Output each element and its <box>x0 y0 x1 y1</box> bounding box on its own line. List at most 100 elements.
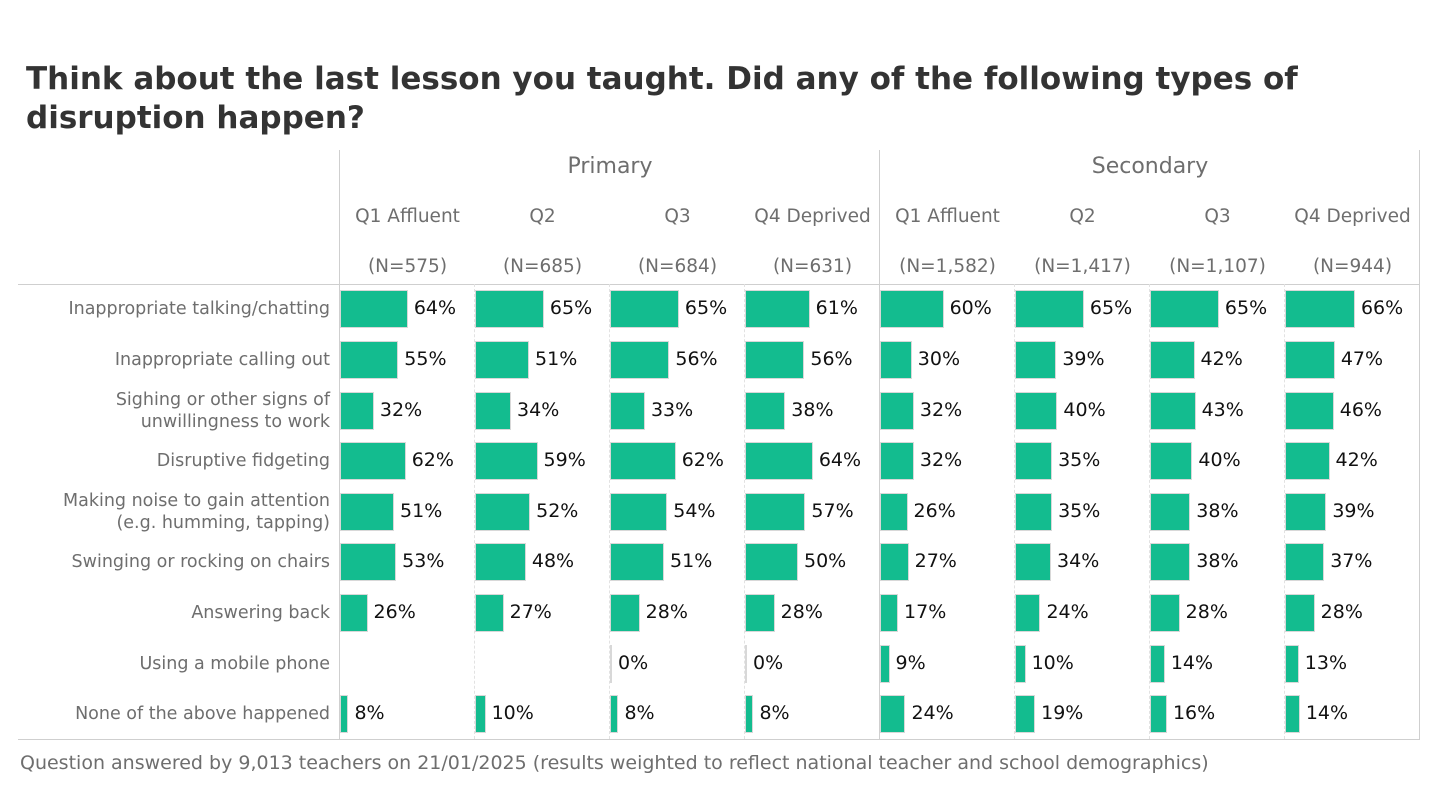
data-label: 27% <box>914 550 957 573</box>
data-label: 46% <box>1339 398 1382 421</box>
row-label: Making noise to gain attention (e.g. hum… <box>63 490 330 533</box>
bar <box>880 644 890 683</box>
bar <box>340 593 368 632</box>
data-label: 28% <box>1185 600 1228 623</box>
data-label: 14% <box>1305 702 1349 725</box>
data-label: 26% <box>913 499 956 522</box>
column-n: (N=575) <box>367 256 448 277</box>
bar <box>475 695 486 734</box>
bar <box>1150 391 1196 430</box>
bar <box>1150 593 1180 632</box>
group-divider <box>1419 150 1420 740</box>
group-header: Primary <box>567 154 653 179</box>
column-divider <box>1014 284 1015 739</box>
bar <box>1285 290 1355 329</box>
bar <box>1015 593 1041 632</box>
data-label: 57% <box>811 499 854 522</box>
data-label: 62% <box>681 449 724 472</box>
bar <box>610 492 668 531</box>
bar <box>745 593 775 632</box>
row-label: Answering back <box>191 602 330 623</box>
bar <box>475 492 531 531</box>
data-label: 37% <box>1330 550 1373 573</box>
data-label: 50% <box>804 550 847 573</box>
bar <box>745 695 754 734</box>
row-label: Inappropriate calling out <box>114 349 330 370</box>
row-label: Sighing or other signs of unwillingness … <box>115 389 330 432</box>
data-label: 10% <box>1031 651 1074 674</box>
column-n: (N=1,582) <box>899 256 996 277</box>
bar <box>610 391 645 430</box>
bar <box>745 290 810 329</box>
data-label: 0% <box>753 651 784 674</box>
data-label: 43% <box>1201 398 1244 421</box>
column-header: Q1 Affluent <box>355 206 460 227</box>
bar <box>475 593 504 632</box>
data-label: 61% <box>815 297 858 320</box>
bar <box>1285 442 1330 481</box>
bar <box>1150 442 1193 481</box>
data-label: 64% <box>413 297 457 320</box>
data-label: 8% <box>759 702 790 725</box>
bar <box>1015 442 1053 481</box>
bar <box>340 340 399 379</box>
data-label: 56% <box>810 347 853 370</box>
bar <box>340 543 397 582</box>
column-divider <box>474 284 475 739</box>
column-header: Q4 Deprived <box>754 206 871 227</box>
data-label: 65% <box>1224 297 1268 320</box>
bar <box>610 695 619 734</box>
bar <box>610 290 679 329</box>
bar <box>880 593 899 632</box>
column-header: Q1 Affluent <box>895 206 1000 227</box>
bar <box>1285 695 1300 734</box>
bar <box>610 340 670 379</box>
bar <box>1285 593 1315 632</box>
bar <box>1150 492 1191 531</box>
row-label: Using a mobile phone <box>139 653 330 674</box>
column-n: (N=684) <box>637 256 718 277</box>
bar <box>1285 340 1335 379</box>
data-label: 38% <box>791 398 834 421</box>
data-label: 51% <box>535 347 578 370</box>
bar <box>745 543 798 582</box>
data-label: 35% <box>1058 499 1101 522</box>
group-header: Secondary <box>1091 154 1209 179</box>
data-label: 28% <box>780 600 823 623</box>
data-label: 26% <box>373 600 416 623</box>
data-label: 10% <box>491 702 534 725</box>
bar <box>610 543 665 582</box>
data-label: 66% <box>1360 297 1404 320</box>
column-n: (N=1,417) <box>1034 256 1131 277</box>
row-label: Swinging or rocking on chairs <box>71 552 330 573</box>
row-label: Disruptive fidgeting <box>156 451 330 472</box>
bar <box>340 695 349 734</box>
column-n: (N=631) <box>772 256 853 277</box>
bar <box>1015 644 1026 683</box>
row-label: None of the above happened <box>75 704 330 725</box>
column-header: Q3 <box>1204 206 1231 227</box>
data-label: 62% <box>411 449 454 472</box>
data-label: 24% <box>1046 600 1089 623</box>
group-divider <box>339 150 340 740</box>
data-label: 39% <box>1332 499 1375 522</box>
bar <box>1150 644 1165 683</box>
chart-footer: Question answered by 9,013 teachers on 2… <box>20 752 1209 774</box>
bar <box>1015 492 1053 531</box>
bar <box>475 290 544 329</box>
data-label: 64% <box>818 449 862 472</box>
data-label: 19% <box>1041 702 1084 725</box>
data-label: 35% <box>1058 449 1101 472</box>
bar <box>1015 695 1036 734</box>
data-label: 27% <box>509 600 552 623</box>
data-label: 28% <box>645 600 688 623</box>
bar <box>1150 695 1167 734</box>
data-label: 17% <box>904 600 947 623</box>
data-label: 42% <box>1335 449 1378 472</box>
bar <box>475 391 512 430</box>
bar <box>340 391 374 430</box>
column-n: (N=944) <box>1312 256 1393 277</box>
data-label: 54% <box>673 499 716 522</box>
bar <box>745 391 786 430</box>
bar <box>340 290 408 329</box>
